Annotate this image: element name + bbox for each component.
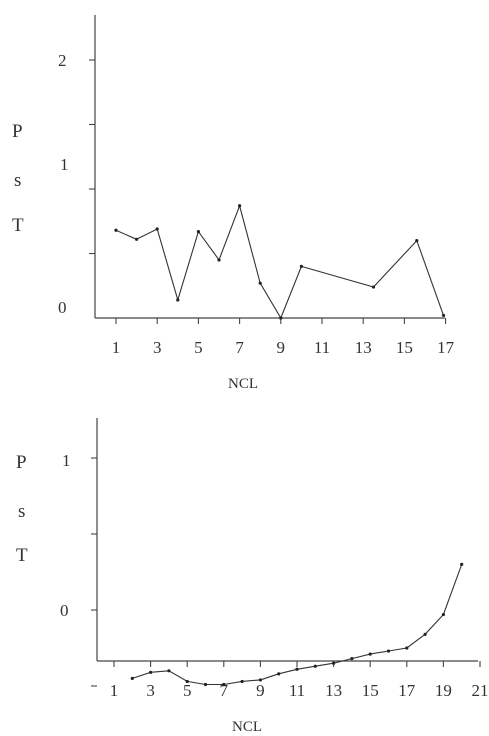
chart-top-point xyxy=(217,258,221,262)
chart-bottom-point xyxy=(167,669,171,673)
chart-bottom-point xyxy=(332,661,336,665)
chart-bottom-point xyxy=(405,646,409,650)
chart-top-y-letter: P xyxy=(12,121,23,142)
chart-top-point xyxy=(299,264,303,268)
chart-bottom-x-tick-labels: 1 3 5 7 9 11 13 15 17 19 21 xyxy=(110,681,489,700)
chart-top-y-tick-labels: 0 1 2 xyxy=(58,51,69,317)
chart-top-point xyxy=(114,228,118,232)
chart-bottom-x-tick-label: 19 xyxy=(435,681,452,700)
chart-bottom-x-tick-label: 11 xyxy=(289,681,305,700)
chart-top-point xyxy=(176,298,180,302)
chart-top-x-tick-label: 11 xyxy=(314,338,330,357)
chart-top-y-tick-label: 1 xyxy=(60,155,69,174)
chart-bottom-y-tick-label: 0 xyxy=(60,601,69,620)
chart-bottom-x-tick-label: 17 xyxy=(398,681,416,700)
chart-top-x-tick-label: 7 xyxy=(235,338,244,357)
chart-top-y-letter: T xyxy=(12,215,24,236)
chart-top-x-tick-label: 1 xyxy=(112,338,121,357)
chart-bottom-y-ticks xyxy=(91,457,97,687)
chart-bottom-points xyxy=(130,562,464,687)
chart-top-x-tick-label: 17 xyxy=(437,338,455,357)
chart-top-point xyxy=(258,281,262,285)
chart-top-x-tick-labels: 1 3 5 7 9 11 13 15 17 xyxy=(112,338,455,357)
chart-top-point xyxy=(196,229,200,234)
chart-bottom-y-letter: T xyxy=(16,545,28,566)
chart-bottom-x-ticks xyxy=(113,661,481,667)
chart-bottom-x-tick-label: 13 xyxy=(325,681,342,700)
chart-bottom-point xyxy=(460,562,464,567)
chart-top-x-axis-title: NCL xyxy=(228,376,258,392)
chart-top-x-tick-label: 3 xyxy=(153,338,162,357)
chart-bottom-point xyxy=(222,682,226,687)
chart-bottom-point xyxy=(368,652,372,656)
chart-top-y-tick-label: 2 xyxy=(58,51,67,70)
chart-bottom-x-tick-label: 15 xyxy=(362,681,379,700)
chart-top-point xyxy=(238,204,242,208)
chart-bottom-y-tick-label: 1 xyxy=(62,451,71,470)
chart-bottom-y-axis-title: P s T xyxy=(16,452,28,566)
chart-top-points xyxy=(114,204,446,320)
chart-top-point xyxy=(441,313,446,318)
chart-bottom-point xyxy=(240,679,244,684)
chart-top-y-axis-title: P s T xyxy=(12,121,24,236)
chart-bottom-point xyxy=(185,679,189,684)
chart-bottom-point xyxy=(350,657,354,661)
chart-top-x-tick-label: 9 xyxy=(277,338,286,357)
chart-bottom-x-tick-label: 3 xyxy=(146,681,155,700)
chart-bottom-x-tick-label: 5 xyxy=(183,681,192,700)
chart-top-x-tick-label: 13 xyxy=(355,338,372,357)
chart-bottom-point xyxy=(149,670,153,674)
chart-top-point xyxy=(371,285,376,289)
chart-bottom: 0 1 P s T 1 3 5 7 9 11 13 15 17 19 21 NCL xyxy=(16,418,489,735)
chart-bottom-y-letter: s xyxy=(18,501,25,522)
chart-bottom-x-axis-title: NCL xyxy=(232,719,262,735)
chart-top-x-tick-label: 5 xyxy=(194,338,203,357)
chart-bottom-x-tick-label: 1 xyxy=(110,681,119,700)
chart-bottom-y-tick-labels: 0 1 xyxy=(60,451,71,620)
chart-top-point xyxy=(415,239,419,243)
chart-top-point xyxy=(279,316,283,320)
chart-bottom-point xyxy=(130,676,134,681)
chart-bottom-point xyxy=(295,667,299,671)
chart-bottom-x-tick-label: 21 xyxy=(472,681,489,700)
chart-top-y-tick-label: 0 xyxy=(58,298,67,317)
chart-top-point xyxy=(135,237,139,241)
chart-bottom-point xyxy=(441,612,445,617)
chart-bottom-point xyxy=(386,649,391,653)
chart-top-y-letter: s xyxy=(14,170,21,191)
chart-top-x-tick-label: 15 xyxy=(396,338,413,357)
chart-bottom-y-letter: P xyxy=(16,452,27,473)
chart-bottom-point xyxy=(313,664,317,668)
chart-top: 0 1 2 P s T 1 3 5 7 9 11 13 15 17 NCL xyxy=(12,15,455,392)
chart-bottom-x-tick-label: 7 xyxy=(220,681,229,700)
chart-bottom-point xyxy=(423,632,427,636)
chart-top-point xyxy=(155,227,159,231)
chart-bottom-point xyxy=(277,672,281,676)
chart-bottom-x-tick-label: 9 xyxy=(256,681,265,700)
chart-bottom-point xyxy=(203,682,208,687)
chart-top-series-line xyxy=(115,204,445,320)
chart-top-y-ticks xyxy=(89,59,95,255)
chart-bottom-point xyxy=(258,678,262,682)
